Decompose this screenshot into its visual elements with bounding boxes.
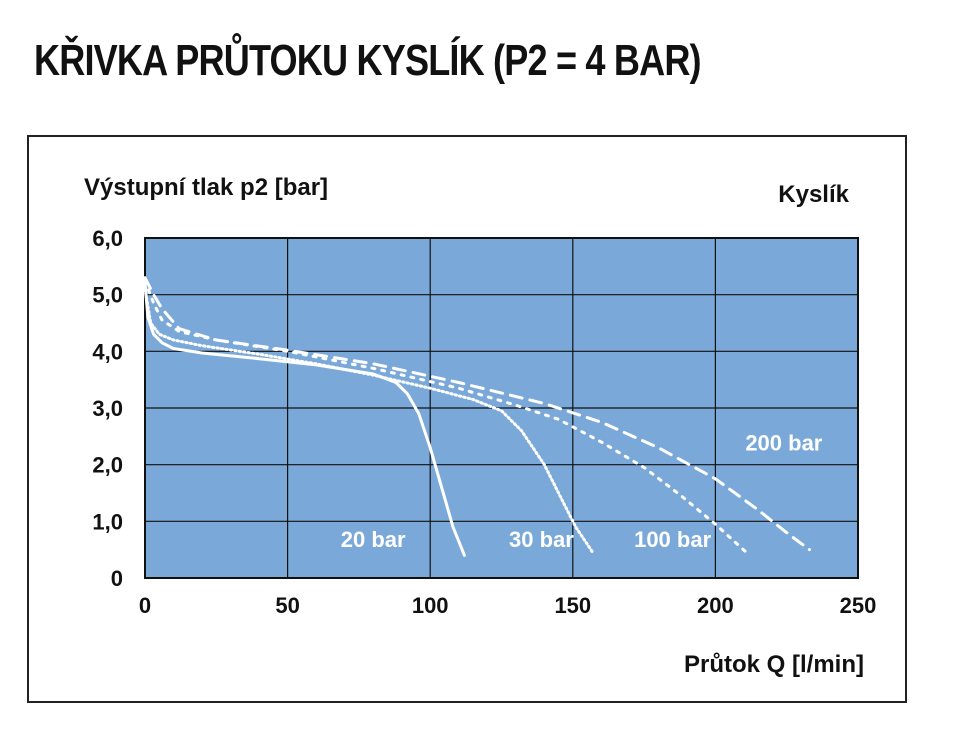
y-tick-label: 1,0 (92, 509, 123, 534)
chart-frame: Výstupní tlak p2 [bar] Kyslík Průtok Q [… (27, 135, 907, 703)
y-tick-label: 0 (111, 566, 123, 591)
y-tick-label: 3,0 (92, 396, 123, 421)
series-label-200-bar: 200 bar (745, 431, 822, 456)
x-tick-label: 250 (840, 593, 877, 618)
series-line-100-bar (143, 279, 752, 557)
x-tick-label: 50 (275, 593, 299, 618)
y-tick-label: 2,0 (92, 453, 123, 478)
series-line-200-bar (143, 276, 811, 552)
y-tick-label: 4,0 (92, 339, 123, 364)
chart-svg: Výstupní tlak p2 [bar] Kyslík Průtok Q [… (84, 174, 877, 678)
y-axis-label: Výstupní tlak p2 [bar] (84, 174, 328, 201)
series-label-100-bar: 100 bar (634, 527, 711, 552)
series-line-30-bar (143, 287, 595, 554)
x-tick-label: 100 (412, 593, 449, 618)
x-tick-label: 0 (139, 593, 151, 618)
page-title: KŘIVKA PRŮTOKU KYSLÍK (P2 = 4 BAR) (34, 36, 702, 85)
series-label-30-bar: 30 bar (509, 527, 574, 552)
gas-label: Kyslík (778, 181, 849, 208)
y-tick-label: 5,0 (92, 283, 123, 308)
series-label-20-bar: 20 bar (341, 527, 406, 552)
y-tick-label: 6,0 (92, 226, 123, 251)
x-tick-label: 150 (554, 593, 591, 618)
x-tick-label: 200 (697, 593, 734, 618)
x-axis-label: Průtok Q [l/min] (684, 651, 864, 678)
